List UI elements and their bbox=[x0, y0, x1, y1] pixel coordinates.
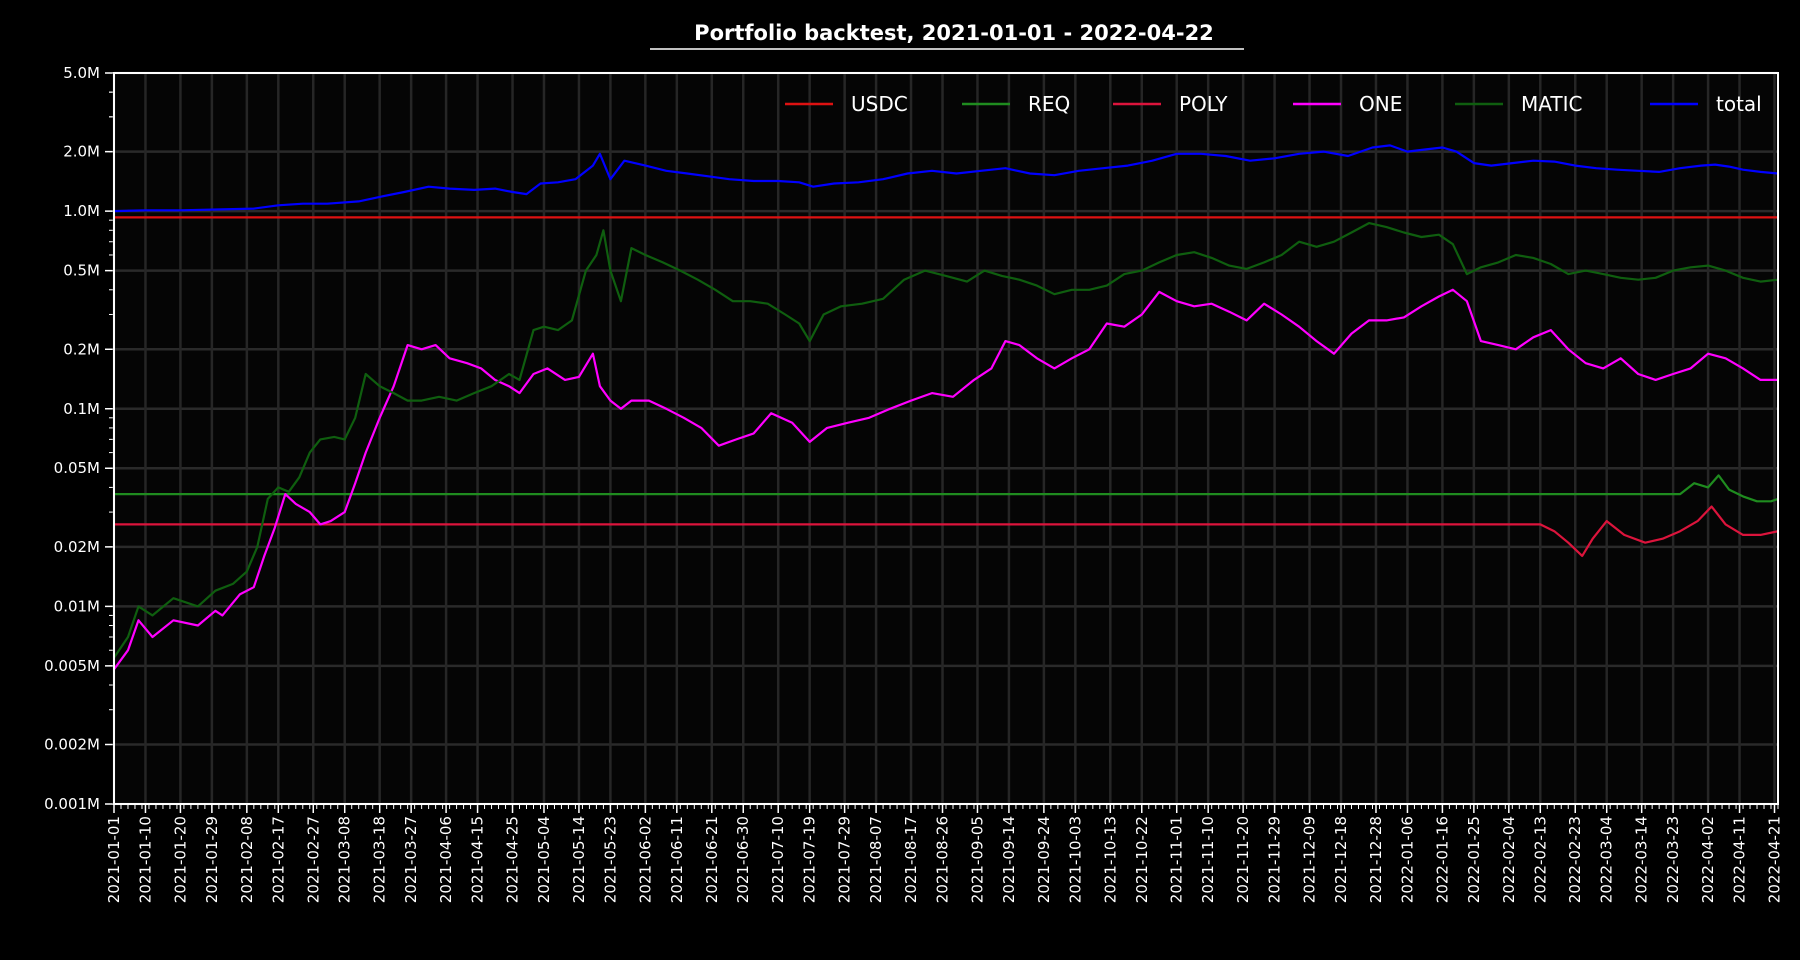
x-tick-label: 2021-02-17 bbox=[269, 816, 287, 903]
x-tick-label: 2021-07-10 bbox=[769, 816, 787, 903]
x-tick-label: 2022-02-04 bbox=[1500, 816, 1518, 903]
axes-frame bbox=[113, 72, 1779, 805]
x-tick-label: 2021-01-10 bbox=[136, 816, 154, 903]
x-tick-label: 2021-06-02 bbox=[636, 816, 654, 903]
y-tick-label: 1.0M bbox=[63, 202, 100, 220]
series-line-poly bbox=[114, 505, 1778, 558]
x-tick-label: 2022-03-04 bbox=[1598, 816, 1616, 903]
x-tick-label: 2021-09-24 bbox=[1035, 816, 1053, 903]
y-tick-label: 0.02M bbox=[54, 538, 100, 556]
x-tick-label: 2021-07-19 bbox=[801, 816, 819, 903]
legend-label-one: ONE bbox=[1359, 92, 1402, 116]
x-tick-label: 2021-05-23 bbox=[601, 816, 619, 903]
legend-label-matic: MATIC bbox=[1521, 92, 1582, 116]
x-tick-label: 2021-01-29 bbox=[203, 816, 221, 903]
x-tick-label: 2021-04-06 bbox=[437, 816, 455, 903]
x-tick-label: 2021-07-29 bbox=[836, 816, 854, 903]
x-tick-label: 2021-06-30 bbox=[734, 816, 752, 903]
x-tick-label: 2022-01-25 bbox=[1465, 816, 1483, 903]
legend-label-req: REQ bbox=[1028, 92, 1070, 116]
series-line-req bbox=[114, 474, 1778, 503]
x-tick-label: 2022-02-23 bbox=[1566, 816, 1584, 903]
x-tick-label: 2021-08-26 bbox=[934, 816, 952, 903]
y-tick-label: 0.005M bbox=[44, 657, 100, 675]
x-tick-label: 2021-09-05 bbox=[968, 816, 986, 903]
legend-label-usdc: USDC bbox=[851, 92, 908, 116]
x-tick-label: 2021-08-17 bbox=[902, 816, 920, 903]
x-tick-label: 2021-10-22 bbox=[1133, 816, 1151, 903]
y-tick-label: 0.5M bbox=[63, 262, 100, 280]
x-tick-label: 2021-11-20 bbox=[1234, 816, 1252, 903]
x-tick-label: 2021-04-15 bbox=[469, 816, 487, 903]
x-tick-label: 2021-12-09 bbox=[1301, 816, 1319, 903]
y-tick-label: 0.01M bbox=[54, 597, 100, 615]
x-tick-label: 2021-09-14 bbox=[1000, 816, 1018, 903]
x-tick-label: 2021-11-29 bbox=[1266, 816, 1284, 903]
legend-label-total: total bbox=[1716, 92, 1762, 116]
plot-area: 5.0M 2.0M 1.0M 0.5M 0.2M 0.1M 0.05M 0.02M 0.01M 0… bbox=[44, 64, 1783, 903]
y-tick-label: 0.001M bbox=[44, 795, 100, 813]
x-tick-label: 2021-02-27 bbox=[304, 816, 322, 903]
x-tick-label: 2021-06-11 bbox=[668, 816, 686, 903]
x-tick-label: 2021-08-07 bbox=[867, 816, 885, 903]
x-tick-label: 2021-05-14 bbox=[570, 816, 588, 903]
x-tick-label: 2022-03-14 bbox=[1633, 816, 1651, 903]
x-tick-label: 2021-02-08 bbox=[238, 816, 256, 903]
x-tick-label: 2022-01-16 bbox=[1433, 816, 1451, 903]
y-tick-label: 0.002M bbox=[44, 736, 100, 754]
y-tick-label: 0.1M bbox=[63, 400, 100, 418]
x-tick-label: 2021-01-01 bbox=[105, 816, 123, 903]
x-tick-label: 2022-02-13 bbox=[1531, 816, 1549, 903]
x-tick-label: 2021-12-18 bbox=[1332, 816, 1350, 903]
series-line-one bbox=[114, 288, 1778, 671]
x-tick-label: 2022-04-21 bbox=[1766, 816, 1784, 903]
x-tick-label: 2021-10-13 bbox=[1101, 816, 1119, 903]
x-tick-label: 2021-10-03 bbox=[1066, 816, 1084, 903]
series-line-total bbox=[114, 144, 1778, 213]
y-tick-label: 2.0M bbox=[63, 143, 100, 161]
x-tick-label: 2022-04-11 bbox=[1731, 816, 1749, 903]
x-tick-label: 2022-03-23 bbox=[1664, 816, 1682, 903]
series-line-matic bbox=[114, 222, 1778, 659]
x-tick-label: 2021-11-01 bbox=[1168, 816, 1186, 903]
x-tick-label: 2022-01-06 bbox=[1398, 816, 1416, 903]
x-tick-label: 2021-11-10 bbox=[1199, 816, 1217, 903]
x-tick-label: 2022-04-02 bbox=[1699, 816, 1717, 903]
x-tick-label: 2021-12-28 bbox=[1367, 816, 1385, 903]
x-tick-label: 2021-01-20 bbox=[171, 816, 189, 903]
legend-label-poly: POLY bbox=[1179, 92, 1228, 116]
x-tick-label: 2021-03-27 bbox=[402, 816, 420, 903]
y-tick-label: 0.05M bbox=[54, 459, 100, 477]
axes-background bbox=[114, 73, 1778, 804]
x-tick-label: 2021-04-25 bbox=[504, 816, 522, 903]
y-tick-label: 0.2M bbox=[63, 340, 100, 358]
y-tick-label: 5.0M bbox=[63, 64, 100, 82]
x-tick-label: 2021-03-18 bbox=[371, 816, 389, 903]
x-tick-label: 2021-03-08 bbox=[336, 816, 354, 903]
chart-title: Portfolio backtest, 2021-01-01 - 2022-04… bbox=[694, 21, 1214, 45]
x-tick-label: 2021-06-21 bbox=[703, 816, 721, 903]
x-tick-label: 2021-05-04 bbox=[535, 816, 553, 903]
